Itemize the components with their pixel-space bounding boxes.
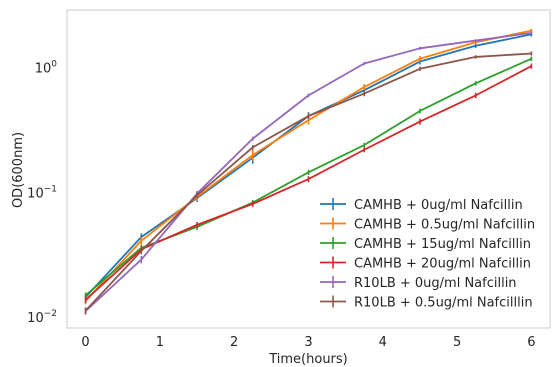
y-axis-ticks: 10−2 10−1 100 [27,60,57,327]
legend-label: CAMHB + 0.5ug/ml Nafcillin [354,218,535,233]
y-tick-label: 100 [35,60,58,77]
legend-label: CAMHB + 20ug/ml Nafcillin [354,257,531,272]
series-5 [84,51,533,315]
legend: CAMHB + 0ug/ml Nafcillin CAMHB + 0.5ug/ml… [320,198,535,311]
y-tick-label: 10−1 [27,184,57,201]
x-axis-label: Time(hours) [268,352,348,367]
series-layer [84,28,533,315]
x-tick-label: 4 [379,335,387,350]
x-tick-label: 6 [527,335,535,350]
x-tick-label: 5 [453,335,461,350]
x-tick-label: 2 [230,335,238,350]
y-tick-label: 10−2 [27,309,57,326]
y-axis-label: OD(600nm) [11,132,26,208]
legend-label: R10LB + 0.5ug/ml Nafcilllin [354,296,533,311]
x-axis-ticks: 0 1 2 3 4 5 6 [81,335,535,350]
legend-label: R10LB + 0ug/ml Nafcillin [354,276,517,291]
x-tick-label: 0 [81,335,89,350]
x-tick-label: 1 [156,335,164,350]
legend-label: CAMHB + 0ug/ml Nafcillin [354,198,523,213]
legend-label: CAMHB + 15ug/ml Nafcillin [354,237,531,252]
x-tick-label: 3 [304,335,312,350]
plot-area [66,9,551,329]
